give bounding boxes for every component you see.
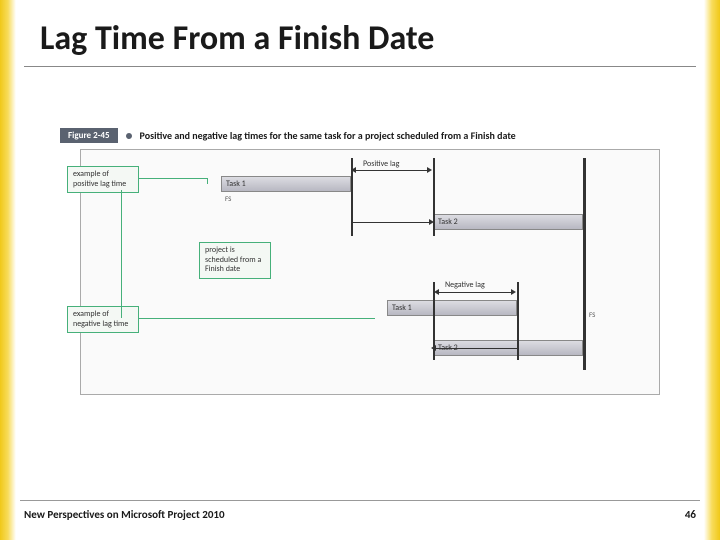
arrow-head-icon xyxy=(429,219,434,225)
accent-bar-left xyxy=(0,0,16,540)
callout-line xyxy=(139,318,375,319)
arrow-head-icon xyxy=(427,167,432,173)
figure-header: Figure 2-45 Positive and negative lag ti… xyxy=(60,128,660,143)
dependency-line xyxy=(435,348,517,349)
positive-lag-label: Positive lag xyxy=(363,159,399,169)
lag-arrow xyxy=(439,292,513,293)
figure-diagram-box: example of positive lag time project is … xyxy=(80,149,660,395)
gantt-bar-task2: Task 2 xyxy=(433,214,583,230)
callout-negative: example of negative lag time xyxy=(67,306,139,333)
arrow-head-icon xyxy=(434,289,439,295)
figure-caption: Positive and negative lag times for the … xyxy=(140,129,516,142)
callout-line-v xyxy=(121,190,122,318)
finish-date-line xyxy=(583,158,586,370)
callout-scheduled: project is scheduled from a Finish date xyxy=(199,242,271,279)
figure-area: Figure 2-45 Positive and negative lag ti… xyxy=(60,128,660,395)
fs-label: FS xyxy=(589,310,595,319)
arrow-head-icon xyxy=(511,289,516,295)
arrow-head-icon xyxy=(351,167,356,173)
gantt-bar-task1: Task 1 xyxy=(221,176,351,192)
page-number: 46 xyxy=(685,508,696,521)
caption-dot-icon xyxy=(126,133,132,139)
dependency-line xyxy=(351,222,431,223)
dependency-line xyxy=(351,192,352,222)
slide-title: Lag Time From a Finish Date xyxy=(40,18,434,59)
arrow-head-icon xyxy=(431,345,436,351)
accent-bar-right xyxy=(704,0,720,540)
footer-text: New Perspectives on Microsoft Project 20… xyxy=(24,508,225,521)
fs-label: FS xyxy=(225,194,231,203)
negative-lag-label: Negative lag xyxy=(445,280,485,290)
gantt-bar-task1: Task 1 xyxy=(387,300,517,316)
figure-label: Figure 2-45 xyxy=(60,128,118,143)
footer-divider xyxy=(20,500,700,501)
title-underline xyxy=(24,66,696,67)
dependency-line xyxy=(517,316,518,348)
lag-arrow xyxy=(355,170,429,171)
callout-line xyxy=(207,178,208,184)
callout-positive: example of positive lag time xyxy=(67,166,139,193)
callout-line xyxy=(139,178,207,179)
